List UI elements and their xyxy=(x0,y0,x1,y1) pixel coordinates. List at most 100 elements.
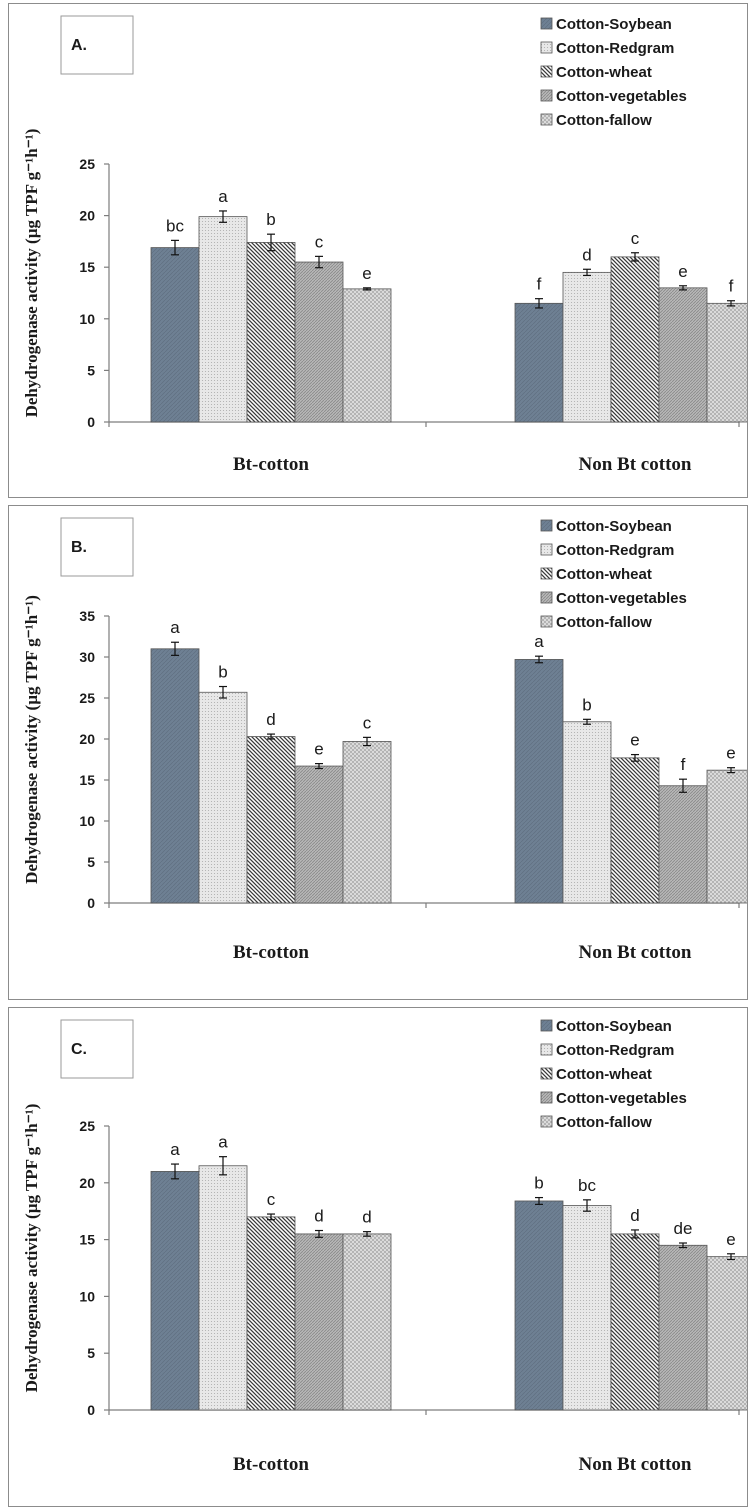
x-category-label: Bt-cotton xyxy=(233,1454,309,1475)
significance-letter: d xyxy=(362,1208,371,1227)
y-tick-label: 5 xyxy=(87,362,95,378)
significance-letter: f xyxy=(681,755,686,774)
legend-swatch-soybean xyxy=(541,520,552,531)
chart-b-svg: B. Dehydrogenase activity (µg TPF g⁻¹h⁻¹)… xyxy=(9,506,747,999)
significance-letter: d xyxy=(582,245,591,264)
bar-wheat xyxy=(247,242,295,422)
significance-letter: c xyxy=(631,229,640,248)
y-tick-label: 25 xyxy=(79,690,95,706)
significance-letter: a xyxy=(170,1140,180,1159)
significance-letter: f xyxy=(537,275,542,294)
significance-letter: bc xyxy=(166,216,184,235)
y-tick-label: 25 xyxy=(79,1118,95,1134)
y-axis-title: Dehydrogenase activity (µg TPF g⁻¹h⁻¹) xyxy=(22,595,41,884)
legend-label-vegetables: Cotton-vegetables xyxy=(556,88,687,105)
significance-letter: e xyxy=(630,731,639,750)
bar-fallow xyxy=(343,741,391,903)
significance-letter: d xyxy=(630,1206,639,1225)
y-tick-label: 20 xyxy=(79,1175,95,1191)
x-category-label: Bt-cotton xyxy=(233,942,309,963)
significance-letter: e xyxy=(362,264,371,283)
significance-letter: a xyxy=(218,1133,228,1152)
legend-swatch-redgram xyxy=(541,1044,552,1055)
bar-soybean xyxy=(515,659,563,903)
panel-label: C. xyxy=(71,1041,87,1058)
legend-swatch-vegetables xyxy=(541,90,552,101)
significance-letter: c xyxy=(363,713,372,732)
significance-letter: b xyxy=(218,663,227,682)
y-tick-label: 10 xyxy=(79,1288,95,1304)
y-tick-label: 15 xyxy=(79,1232,95,1248)
significance-letter: a xyxy=(218,187,228,206)
y-tick-label: 25 xyxy=(79,156,95,172)
bar-vegetables xyxy=(659,786,707,903)
bar-vegetables xyxy=(659,288,707,422)
significance-letter: e xyxy=(314,740,323,759)
legend-swatch-wheat xyxy=(541,66,552,77)
significance-letter: b xyxy=(266,210,275,229)
chart-panel-c: C. Dehydrogenase activity (µg TPF g⁻¹h⁻¹)… xyxy=(8,1007,748,1507)
bar-fallow xyxy=(343,289,391,422)
legend-label-fallow: Cotton-fallow xyxy=(556,1114,652,1131)
bar-vegetables xyxy=(295,766,343,903)
legend-swatch-wheat xyxy=(541,568,552,579)
bar-redgram xyxy=(199,692,247,903)
legend-swatch-soybean xyxy=(541,1020,552,1031)
significance-letter: bc xyxy=(578,1176,596,1195)
chart-panel-a: A. Dehydrogenase activity (µg TPF g⁻¹h⁻¹)… xyxy=(8,3,748,498)
y-axis-title: Dehydrogenase activity (µg TPF g⁻¹h⁻¹) xyxy=(22,1104,41,1393)
bar-soybean xyxy=(151,248,199,422)
bar-fallow xyxy=(707,770,747,903)
x-category-label: Non Bt cotton xyxy=(579,942,692,963)
legend-label-vegetables: Cotton-vegetables xyxy=(556,1090,687,1107)
legend-swatch-wheat xyxy=(541,1068,552,1079)
significance-letter: f xyxy=(729,277,734,296)
bar-redgram xyxy=(199,1166,247,1410)
legend-swatch-fallow xyxy=(541,616,552,627)
x-category-label: Bt-cotton xyxy=(233,454,309,475)
panel-label: A. xyxy=(71,37,87,54)
bar-soybean xyxy=(515,1201,563,1410)
legend-label-soybean: Cotton-Soybean xyxy=(556,518,672,535)
bar-wheat xyxy=(611,257,659,422)
legend-swatch-soybean xyxy=(541,18,552,29)
legend-label-fallow: Cotton-fallow xyxy=(556,614,652,631)
legend-label-soybean: Cotton-Soybean xyxy=(556,1018,672,1035)
legend-label-redgram: Cotton-Redgram xyxy=(556,1042,674,1059)
x-category-label: Non Bt cotton xyxy=(579,454,692,475)
legend-label-wheat: Cotton-wheat xyxy=(556,64,652,81)
y-tick-label: 30 xyxy=(79,649,95,665)
bar-vegetables xyxy=(295,1234,343,1410)
bar-redgram xyxy=(563,272,611,422)
significance-letter: d xyxy=(314,1207,323,1226)
bar-redgram xyxy=(563,1206,611,1410)
y-tick-label: 5 xyxy=(87,1345,95,1361)
significance-letter: b xyxy=(534,1174,543,1193)
legend-label-redgram: Cotton-Redgram xyxy=(556,542,674,559)
y-tick-label: 0 xyxy=(87,1402,95,1418)
significance-letter: c xyxy=(267,1190,276,1209)
legend-label-vegetables: Cotton-vegetables xyxy=(556,590,687,607)
legend-swatch-fallow xyxy=(541,1116,552,1127)
bar-soybean xyxy=(515,303,563,422)
significance-letter: e xyxy=(726,744,735,763)
y-tick-label: 10 xyxy=(79,813,95,829)
legend: Cotton-SoybeanCotton-RedgramCotton-wheat… xyxy=(541,1018,687,1131)
legend: Cotton-SoybeanCotton-RedgramCotton-wheat… xyxy=(541,518,687,631)
legend-label-soybean: Cotton-Soybean xyxy=(556,16,672,33)
significance-letter: a xyxy=(534,632,544,651)
y-tick-label: 20 xyxy=(79,731,95,747)
significance-letter: b xyxy=(582,695,591,714)
panel-label: B. xyxy=(71,539,87,556)
bar-fallow xyxy=(707,303,747,422)
y-tick-label: 35 xyxy=(79,608,95,624)
legend-swatch-redgram xyxy=(541,42,552,53)
bar-fallow xyxy=(707,1257,747,1410)
legend-label-redgram: Cotton-Redgram xyxy=(556,40,674,57)
chart-c-svg: C. Dehydrogenase activity (µg TPF g⁻¹h⁻¹)… xyxy=(9,1008,747,1506)
bar-soybean xyxy=(151,1171,199,1410)
legend-swatch-fallow xyxy=(541,114,552,125)
bar-vegetables xyxy=(659,1245,707,1410)
bar-redgram xyxy=(199,217,247,422)
y-axis-title: Dehydrogenase activity (µg TPF g⁻¹h⁻¹) xyxy=(22,129,41,418)
